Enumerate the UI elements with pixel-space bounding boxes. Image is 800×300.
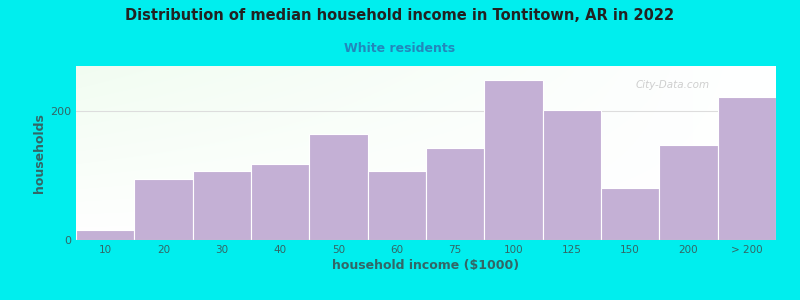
- Bar: [601, 188, 659, 240]
- Bar: [484, 80, 542, 240]
- Bar: [76, 230, 134, 240]
- Text: City-Data.com: City-Data.com: [636, 80, 710, 90]
- Bar: [251, 164, 310, 240]
- Bar: [368, 171, 426, 240]
- X-axis label: household income ($1000): household income ($1000): [333, 259, 519, 272]
- Bar: [193, 171, 251, 240]
- Bar: [310, 134, 368, 240]
- Bar: [426, 148, 484, 240]
- Bar: [659, 145, 718, 240]
- Bar: [542, 110, 601, 240]
- Text: Distribution of median household income in Tontitown, AR in 2022: Distribution of median household income …: [126, 8, 674, 22]
- Y-axis label: households: households: [33, 113, 46, 193]
- Bar: [134, 179, 193, 240]
- Text: White residents: White residents: [345, 42, 455, 55]
- Bar: [718, 97, 776, 240]
